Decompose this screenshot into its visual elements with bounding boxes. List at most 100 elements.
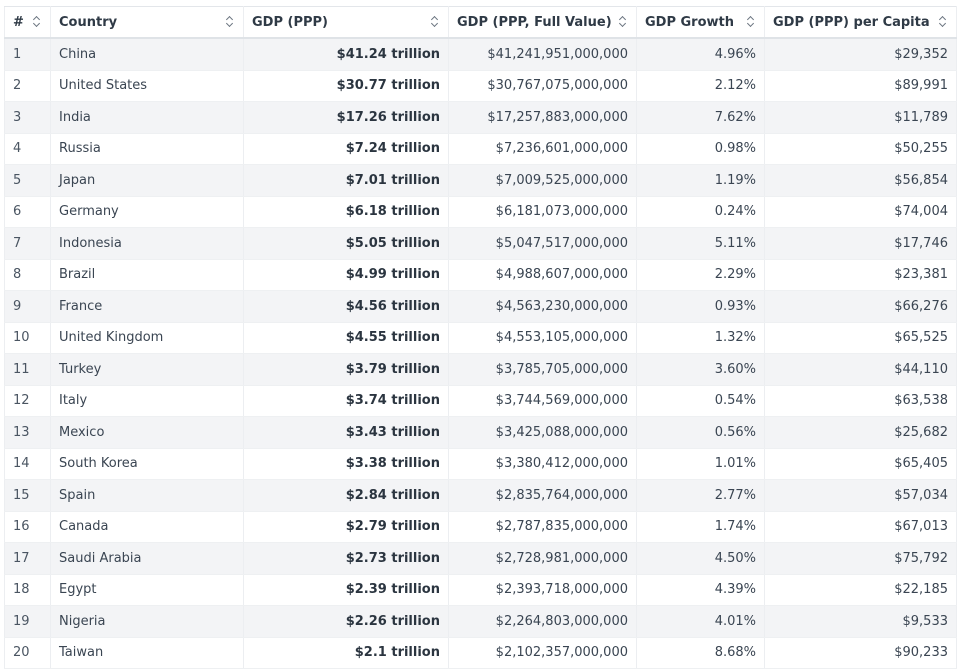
growth-cell: 4.01%: [636, 605, 765, 638]
table-row: 9 France $4.56 trillion $4,563,230,000,000 0…: [4, 290, 957, 323]
per-capita-cell: $56,854: [764, 164, 957, 197]
per-capita-cell: $17,746: [764, 227, 957, 260]
sort-icon[interactable]: [619, 15, 627, 29]
rank-cell: 8: [4, 259, 51, 291]
column-header-growth[interactable]: GDP Growth: [636, 6, 765, 39]
per-capita-cell: $65,405: [764, 448, 957, 480]
table-row: 1 China $41.24 trillion $41,241,951,000,000…: [4, 38, 957, 71]
rank-cell: 11: [4, 353, 51, 386]
rank-cell: 17: [4, 542, 51, 575]
sort-icon[interactable]: [431, 15, 439, 29]
country-cell: Turkey: [50, 353, 244, 386]
column-header-gdp-full[interactable]: GDP (PPP, Full Value): [448, 6, 637, 39]
per-capita-cell: $22,185: [764, 574, 957, 606]
gdp-cell: $41.24 trillion: [243, 38, 449, 71]
growth-cell: 0.98%: [636, 133, 765, 165]
column-header-country[interactable]: Country: [50, 6, 244, 39]
gdp-full-cell: $2,264,803,000,000: [448, 605, 637, 638]
sort-icon[interactable]: [747, 15, 755, 29]
per-capita-cell: $44,110: [764, 353, 957, 386]
country-cell: Canada: [50, 511, 244, 543]
rank-cell: 2: [4, 70, 51, 102]
sort-icon[interactable]: [226, 15, 234, 29]
rank-cell: 10: [4, 322, 51, 354]
per-capita-cell: $66,276: [764, 290, 957, 323]
rank-cell: 20: [4, 637, 51, 669]
gdp-cell: $4.55 trillion: [243, 322, 449, 354]
table-header-row: # Country GDP (PPP) GDP (PPP, Full Value…: [4, 6, 957, 39]
rank-cell: 6: [4, 196, 51, 228]
table-row: 12 Italy $3.74 trillion $3,744,569,000,000 0…: [4, 385, 957, 417]
gdp-full-cell: $30,767,075,000,000: [448, 70, 637, 102]
per-capita-cell: $75,792: [764, 542, 957, 575]
gdp-full-cell: $6,181,073,000,000: [448, 196, 637, 228]
growth-cell: 0.24%: [636, 196, 765, 228]
country-cell: Italy: [50, 385, 244, 417]
gdp-cell: $3.74 trillion: [243, 385, 449, 417]
per-capita-cell: $74,004: [764, 196, 957, 228]
table-row: 18 Egypt $2.39 trillion $2,393,718,000,000 4…: [4, 574, 957, 606]
column-header-rank[interactable]: #: [4, 6, 51, 39]
gdp-cell: $2.39 trillion: [243, 574, 449, 606]
table-row: 13 Mexico $3.43 trillion $3,425,088,000,000…: [4, 416, 957, 449]
country-cell: India: [50, 101, 244, 134]
growth-cell: 4.50%: [636, 542, 765, 575]
gdp-full-cell: $7,009,525,000,000: [448, 164, 637, 197]
rank-cell: 19: [4, 605, 51, 638]
country-cell: Nigeria: [50, 605, 244, 638]
table-row: 20 Taiwan $2.1 trillion $2,102,357,000,000 8…: [4, 637, 957, 669]
per-capita-cell: $23,381: [764, 259, 957, 291]
column-header-label: GDP (PPP): [252, 14, 328, 30]
per-capita-cell: $63,538: [764, 385, 957, 417]
column-header-per-capita[interactable]: GDP (PPP) per Capita: [764, 6, 957, 39]
table-row: 5 Japan $7.01 trillion $7,009,525,000,000 1.…: [4, 164, 957, 197]
country-cell: Russia: [50, 133, 244, 165]
gdp-cell: $4.56 trillion: [243, 290, 449, 323]
country-cell: Japan: [50, 164, 244, 197]
country-cell: United Kingdom: [50, 322, 244, 354]
rank-cell: 14: [4, 448, 51, 480]
gdp-full-cell: $2,835,764,000,000: [448, 479, 637, 512]
sort-icon[interactable]: [939, 15, 947, 29]
growth-cell: 4.96%: [636, 38, 765, 71]
gdp-cell: $3.38 trillion: [243, 448, 449, 480]
sort-icon[interactable]: [33, 15, 41, 29]
per-capita-cell: $11,789: [764, 101, 957, 134]
table-body: 1 China $41.24 trillion $41,241,951,000,000…: [4, 38, 957, 669]
gdp-cell: $4.99 trillion: [243, 259, 449, 291]
gdp-full-cell: $17,257,883,000,000: [448, 101, 637, 134]
gdp-full-cell: $3,785,705,000,000: [448, 353, 637, 386]
growth-cell: 1.01%: [636, 448, 765, 480]
growth-cell: 5.11%: [636, 227, 765, 260]
growth-cell: 2.29%: [636, 259, 765, 291]
growth-cell: 2.77%: [636, 479, 765, 512]
rank-cell: 9: [4, 290, 51, 323]
per-capita-cell: $57,034: [764, 479, 957, 512]
growth-cell: 0.56%: [636, 416, 765, 449]
growth-cell: 1.19%: [636, 164, 765, 197]
gdp-cell: $3.79 trillion: [243, 353, 449, 386]
gdp-full-cell: $4,553,105,000,000: [448, 322, 637, 354]
gdp-full-cell: $2,728,981,000,000: [448, 542, 637, 575]
gdp-full-cell: $3,425,088,000,000: [448, 416, 637, 449]
table-row: 4 Russia $7.24 trillion $7,236,601,000,000 0…: [4, 133, 957, 165]
rank-cell: 15: [4, 479, 51, 512]
gdp-full-cell: $2,393,718,000,000: [448, 574, 637, 606]
gdp-cell: $2.79 trillion: [243, 511, 449, 543]
growth-cell: 1.74%: [636, 511, 765, 543]
per-capita-cell: $67,013: [764, 511, 957, 543]
country-cell: Egypt: [50, 574, 244, 606]
column-header-label: #: [13, 14, 24, 30]
column-header-gdp[interactable]: GDP (PPP): [243, 6, 449, 39]
growth-cell: 1.32%: [636, 322, 765, 354]
gdp-ppp-table: # Country GDP (PPP) GDP (PPP, Full Value…: [4, 6, 957, 669]
country-cell: Brazil: [50, 259, 244, 291]
table-row: 6 Germany $6.18 trillion $6,181,073,000,000…: [4, 196, 957, 228]
rank-cell: 5: [4, 164, 51, 197]
gdp-full-cell: $3,744,569,000,000: [448, 385, 637, 417]
gdp-cell: $17.26 trillion: [243, 101, 449, 134]
growth-cell: 7.62%: [636, 101, 765, 134]
per-capita-cell: $29,352: [764, 38, 957, 71]
gdp-cell: $7.01 trillion: [243, 164, 449, 197]
rank-cell: 12: [4, 385, 51, 417]
